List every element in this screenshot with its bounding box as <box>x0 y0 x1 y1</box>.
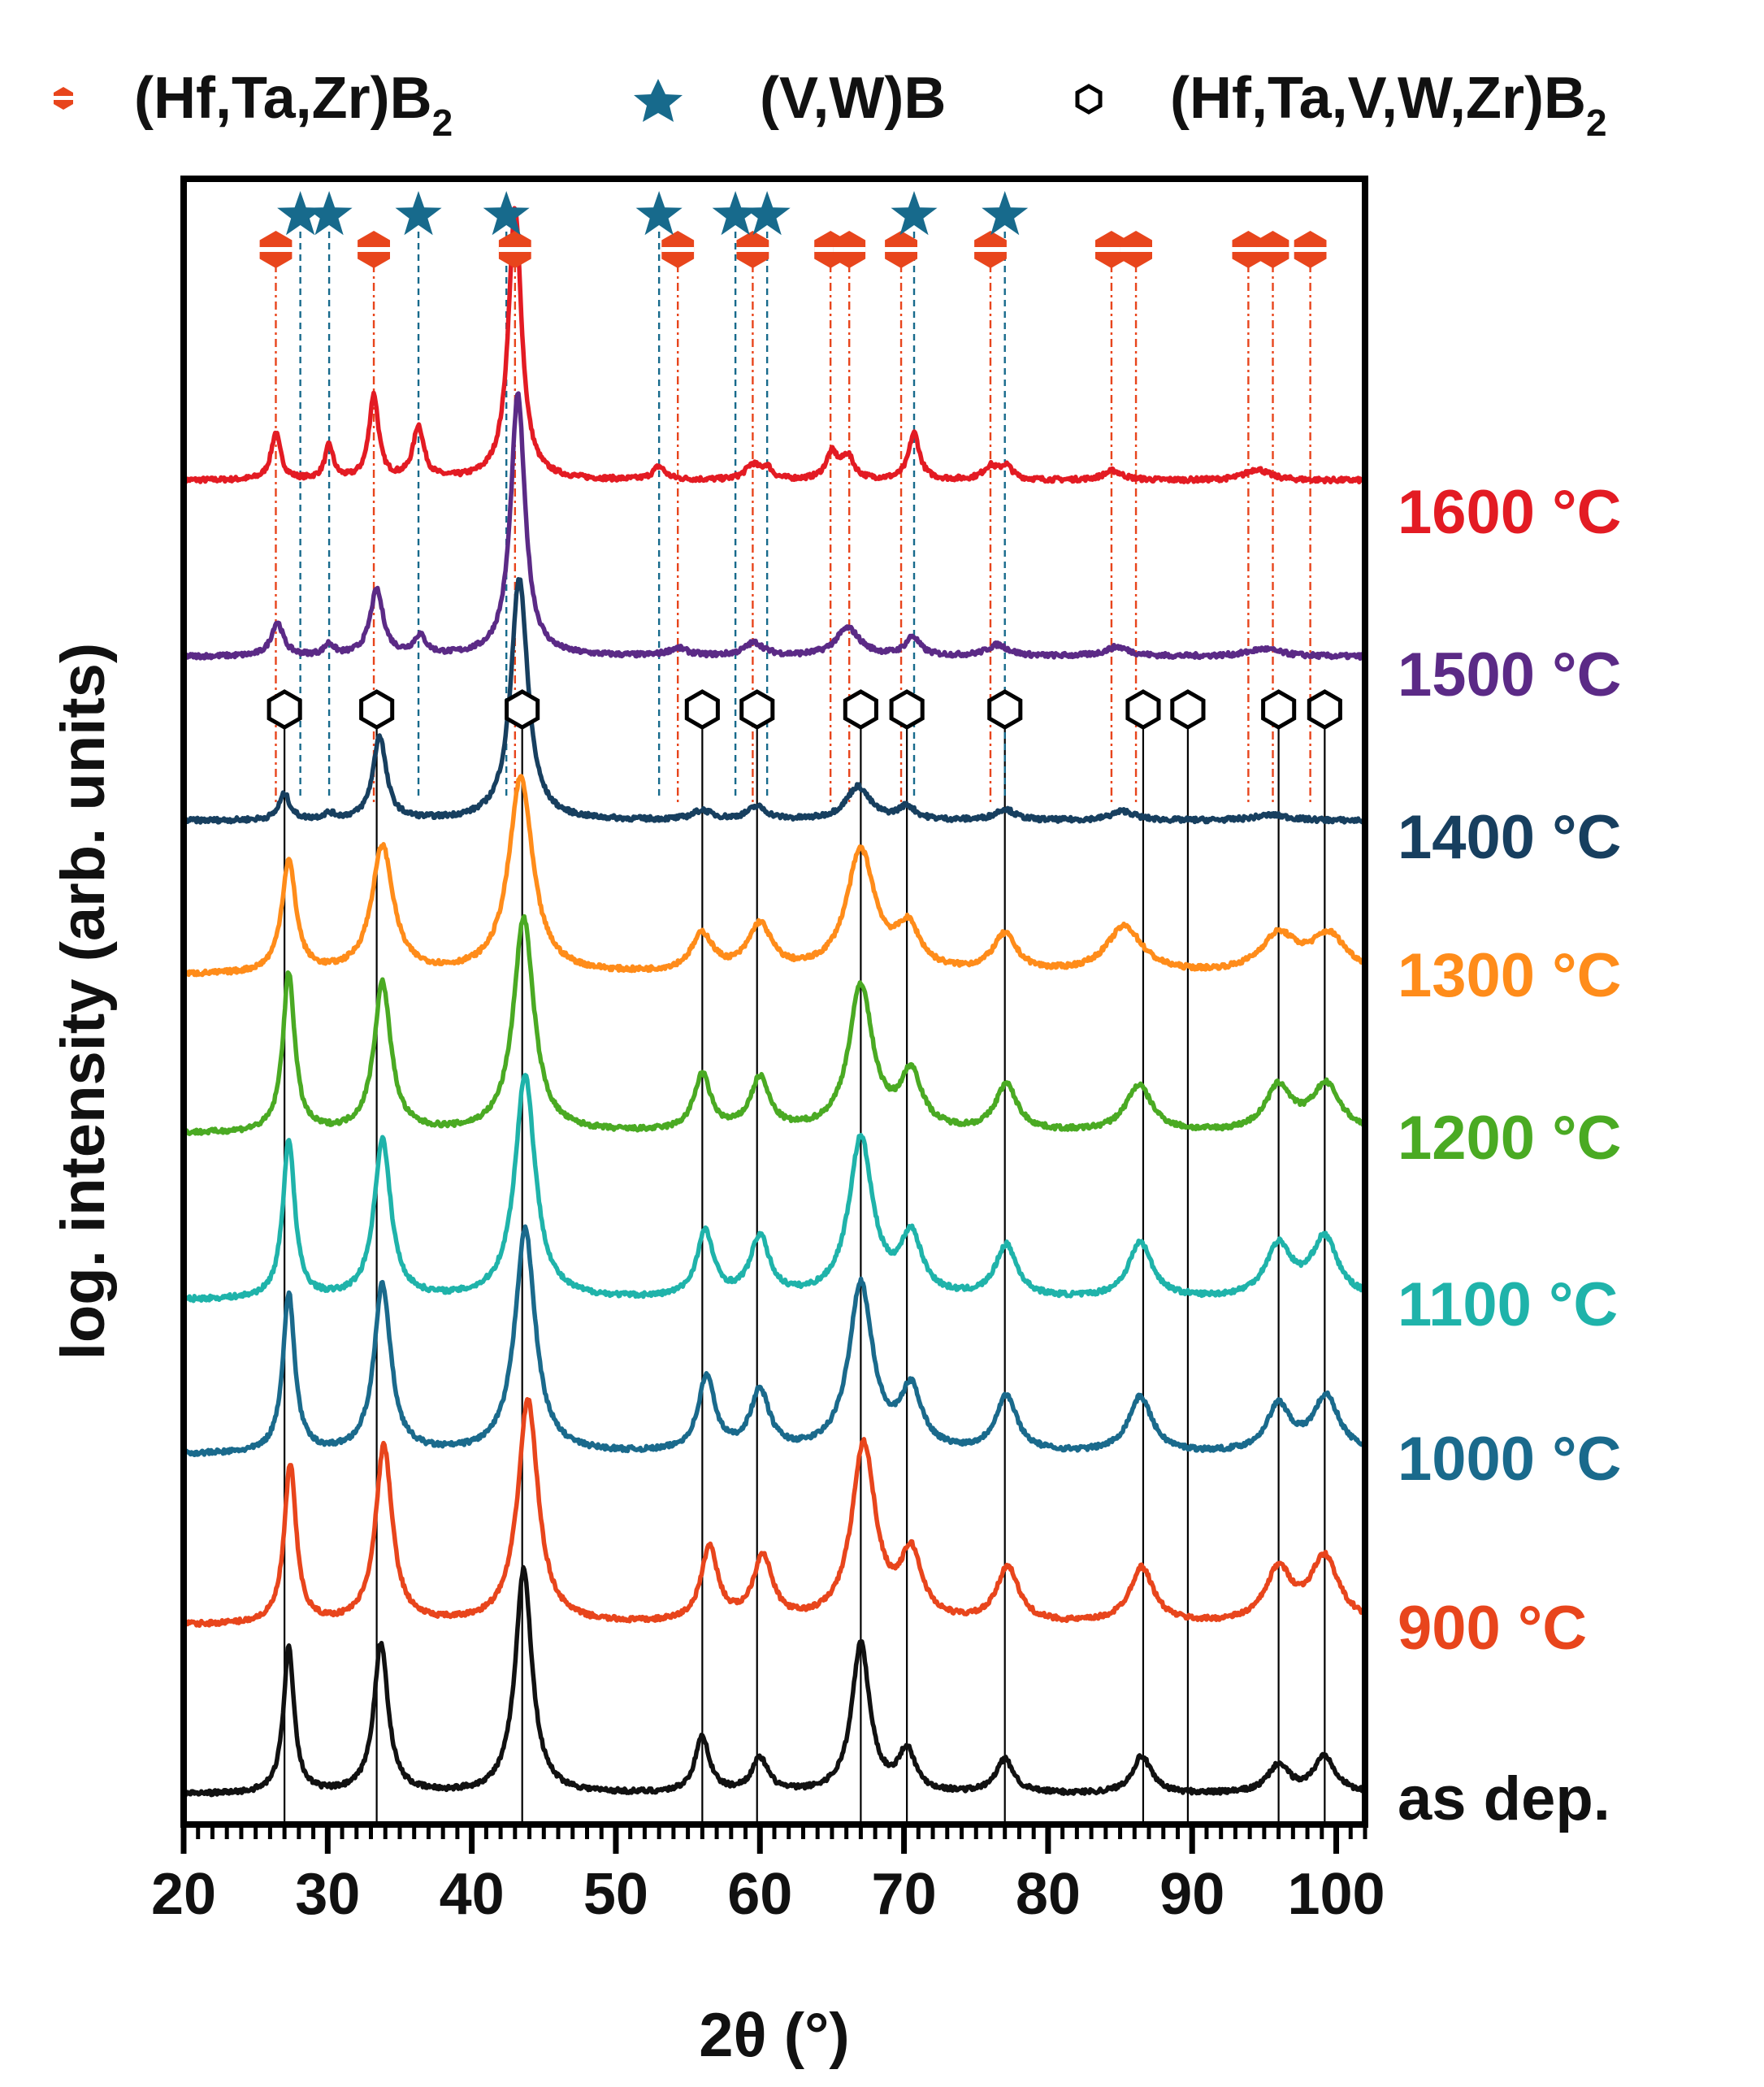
x-tick-label: 30 <box>295 1862 360 1927</box>
x-tick-label: 60 <box>727 1862 792 1927</box>
x-tick-label: 100 <box>1287 1862 1385 1927</box>
marker-hftavwzrb2 <box>1125 689 1161 730</box>
series-label: as dep. <box>1398 1764 1610 1833</box>
series-label: 1600 °C <box>1398 478 1621 547</box>
marker-vwb <box>712 191 759 236</box>
series-label: 1300 °C <box>1398 941 1621 1010</box>
legend-item-vwb: (V,W)B <box>634 66 946 131</box>
series-4: 1200 °C <box>181 913 1621 1173</box>
series-line <box>181 577 1367 825</box>
marker-hftazrb2-stripe <box>736 247 769 252</box>
x-tick-label: 50 <box>583 1862 648 1927</box>
marker-hftazrb2-stripe <box>1256 247 1289 252</box>
x-tick-label: 80 <box>1016 1862 1081 1927</box>
marker-hftavwzrb2 <box>1307 689 1342 730</box>
marker-hftazrb2-stripe <box>358 247 391 252</box>
x-tick-label: 70 <box>872 1862 937 1927</box>
x-axis-label: 2θ (°) <box>699 2001 849 2070</box>
legend: (Hf,Ta,Zr)B2 (V,W)B (Hf,Ta,V,W,Zr)B2 <box>54 66 1607 144</box>
series-8: as dep. <box>182 1564 1610 1833</box>
series-line <box>181 391 1367 662</box>
marker-hftazrb2-stripe <box>498 247 531 252</box>
series-7: 900 °C <box>182 1397 1587 1663</box>
series-label: 1100 °C <box>1398 1270 1618 1339</box>
legend-label-vwb: (V,W)B <box>760 66 946 131</box>
legend-label-hftavwzrb2: (Hf,Ta,V,W,Zr)B2 <box>1170 66 1607 144</box>
y-axis-label: log. intensity (arb. units) <box>49 643 118 1360</box>
series-line <box>181 774 1367 978</box>
series-0: 1600 °C <box>181 206 1621 547</box>
marker-hftazrb2-stripe <box>885 247 918 252</box>
legend-item-hftazrb2: (Hf,Ta,Zr)B2 <box>54 66 453 144</box>
series-label: 1400 °C <box>1398 803 1621 872</box>
series-label: 900 °C <box>1398 1594 1587 1663</box>
series-label: 1000 °C <box>1398 1425 1621 1494</box>
marker-hftavwzrb2 <box>739 689 775 730</box>
phase-markers <box>259 191 1342 730</box>
marker-hftazrb2-stripe <box>973 247 1007 252</box>
marker-hftavwzrb2 <box>889 689 925 730</box>
series-line <box>182 1564 1367 1798</box>
series-line <box>181 913 1367 1136</box>
series-label: 1500 °C <box>1398 640 1621 709</box>
marker-vwb <box>982 191 1029 236</box>
marker-vwb <box>743 191 791 236</box>
series-line <box>181 1224 1367 1458</box>
marker-hftavwzrb2 <box>843 689 878 730</box>
hexagon-open-icon <box>1075 84 1103 115</box>
series-6: 1000 °C <box>181 1224 1621 1494</box>
x-tick-label: 40 <box>440 1862 505 1927</box>
marker-hftazrb2-stripe <box>833 247 866 252</box>
marker-hftavwzrb2 <box>505 689 540 730</box>
marker-hftavwzrb2 <box>267 689 302 730</box>
marker-vwb <box>395 191 442 236</box>
marker-hftavwzrb2 <box>359 689 395 730</box>
marker-vwb <box>483 191 530 236</box>
marker-hftazrb2-stripe <box>1094 247 1128 252</box>
x-tick-label: 20 <box>151 1862 216 1927</box>
series-label: 1200 °C <box>1398 1104 1621 1173</box>
marker-hftavwzrb2 <box>987 689 1023 730</box>
marker-hftavwzrb2 <box>684 689 720 730</box>
series-5: 1100 °C <box>182 1073 1618 1339</box>
marker-hftazrb2-stripe <box>814 247 847 252</box>
series-1: 1500 °C <box>181 391 1621 709</box>
marker-hftazrb2-stripe <box>1120 247 1153 252</box>
series-line <box>182 1073 1367 1304</box>
marker-hftazrb2-stripe <box>1294 247 1327 252</box>
plot-area: 1600 °C 1500 °C 1400 °C 1300 °C 1200 °C 1100 … <box>181 191 1621 1833</box>
marker-hftavwzrb2 <box>1170 689 1206 730</box>
marker-hftavwzrb2 <box>1261 689 1297 730</box>
legend-label-hftazrb2: (Hf,Ta,Zr)B2 <box>134 66 453 144</box>
hexagon-filled-icon-stripe <box>54 96 73 100</box>
series-line <box>181 206 1367 485</box>
x-tick-label: 90 <box>1159 1862 1224 1927</box>
star-icon <box>634 79 683 122</box>
x-axis: 20 30 40 50 60 70 80 90 100 <box>151 1824 1385 1927</box>
marker-vwb <box>306 191 353 236</box>
legend-item-hftavwzrb2: (Hf,Ta,V,W,Zr)B2 <box>1075 66 1607 144</box>
marker-vwb <box>635 191 683 236</box>
marker-vwb <box>891 191 938 236</box>
marker-hftazrb2-stripe <box>661 247 695 252</box>
marker-hftazrb2-stripe <box>259 247 293 252</box>
marker-hftazrb2-stripe <box>1232 247 1265 252</box>
series-3: 1300 °C <box>181 774 1621 1010</box>
marker-vwb <box>277 191 324 236</box>
series-line <box>182 1397 1367 1629</box>
series-2: 1400 °C <box>181 577 1621 872</box>
